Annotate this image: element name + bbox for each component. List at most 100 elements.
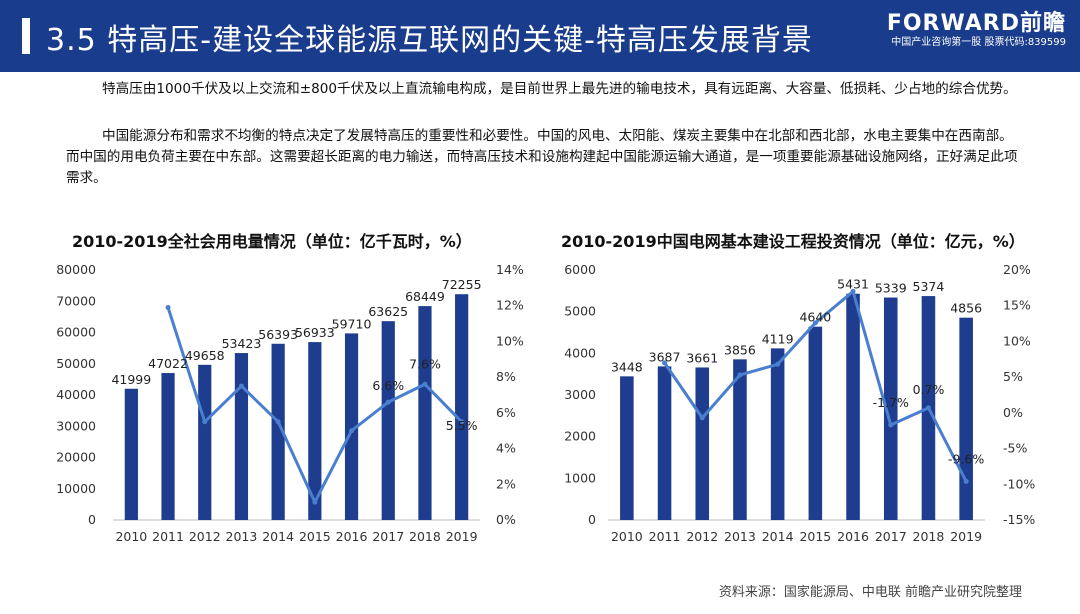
chart-2-x-tick-label: 2010 — [611, 529, 643, 544]
chart-1-bar-value-label: 63625 — [368, 304, 408, 319]
chart-1-bar — [198, 364, 212, 520]
chart-1-left-tick-label: 10000 — [56, 481, 96, 496]
chart-1-left-tick-label: 80000 — [56, 262, 96, 277]
chart-1-right-tick-label: 6% — [496, 405, 516, 420]
chart-1-right-tick-label: 10% — [496, 333, 524, 348]
chart-1-right-tick-label: 2% — [496, 476, 516, 491]
chart-2-right-tick-label: 10% — [1003, 333, 1031, 348]
chart-2-growth-value-label: -1.7% — [873, 395, 909, 410]
chart-1-growth-point — [459, 419, 465, 425]
chart-1-bar — [455, 294, 469, 520]
chart-1-x-tick-label: 2012 — [189, 529, 221, 544]
chart-1-x-tick-label: 2013 — [226, 529, 258, 544]
chart-2-bar-value-label: 4640 — [799, 310, 831, 325]
chart-2-x-tick-label: 2017 — [875, 529, 907, 544]
chart-1-right-tick-label: 14% — [496, 262, 524, 277]
chart-2-bar-value-label: 5374 — [913, 279, 945, 294]
chart-2-right-tick-label: 5% — [1003, 369, 1023, 384]
chart-2-bar — [620, 376, 634, 520]
chart-2-x-tick-label: 2011 — [649, 529, 681, 544]
chart-2-bar-value-label: 3687 — [649, 349, 681, 364]
chart-1-bar-value-label: 47022 — [148, 356, 188, 371]
chart-2-bar-value-label: 5431 — [837, 277, 869, 292]
chart-1-growth-point — [165, 305, 171, 310]
chart-2-x-tick-label: 2012 — [686, 529, 718, 544]
chart-1-left-tick-label: 40000 — [56, 387, 96, 402]
chart-2-growth-value-label: -9.6% — [948, 451, 984, 466]
chart-2-right-tick-label: 15% — [1003, 298, 1031, 313]
chart-2-x-tick-label: 2014 — [762, 529, 794, 544]
chart-1-bar — [234, 353, 249, 520]
chart-1-bar-value-label: 41999 — [111, 372, 151, 387]
chart-1-left-tick-label: 30000 — [56, 418, 96, 433]
chart-2-bar — [657, 366, 672, 520]
header-accent-bar — [22, 18, 30, 54]
chart-2-bar — [883, 297, 898, 520]
chart-2-x-tick-label: 2019 — [950, 529, 982, 544]
header-banner: 3.5 特高压-建设全球能源互联网的关键-特高压发展背景 FORWARD前瞻 中… — [0, 0, 1080, 72]
chart-2-left-tick-label: 2000 — [564, 429, 596, 444]
page-title: 3.5 特高压-建设全球能源互联网的关键-特高压发展背景 — [46, 23, 813, 58]
chart-2-growth-point — [775, 361, 781, 367]
chart-2-bar-value-label: 5339 — [875, 281, 907, 296]
chart-1-growth-point — [422, 381, 428, 387]
chart-1-right-tick-label: 0% — [496, 512, 516, 527]
chart-1-bar — [271, 343, 285, 520]
chart-2-right-tick-label: -5% — [1003, 441, 1027, 456]
chart-1-bar-value-label: 59710 — [332, 316, 372, 331]
chart-1-bar-value-label: 72255 — [442, 277, 482, 292]
chart-2-x-tick-label: 2018 — [913, 529, 945, 544]
chart-1-x-tick-label: 2019 — [446, 529, 478, 544]
chart-2-growth-point — [737, 372, 743, 378]
chart-2-bar — [770, 348, 785, 520]
chart-1-x-tick-label: 2017 — [372, 529, 404, 544]
chart-2-bar — [695, 367, 710, 520]
chart-1-bar-value-label: 56933 — [295, 325, 335, 340]
chart-1-growth-value-label: 6.6% — [372, 378, 404, 393]
chart-2-bar-value-label: 4119 — [762, 331, 794, 346]
chart-2-left-tick-label: 4000 — [564, 345, 596, 360]
intro-paragraph-2: 中国能源分布和需求不均衡的特点决定了发展特高压的重要性和必要性。中国的风电、太阳… — [66, 128, 1018, 186]
chart-2-growth-point — [888, 422, 894, 428]
chart-1-bar — [344, 333, 359, 520]
chart-2-bar-value-label: 3448 — [611, 359, 643, 374]
chart-1-x-tick-label: 2011 — [152, 529, 184, 544]
chart-2-growth-point — [662, 360, 668, 366]
chart-1-left-tick-label: 20000 — [56, 450, 96, 465]
chart-2-growth-value-label: 0.7% — [913, 382, 945, 397]
chart-1-bar — [124, 388, 138, 520]
chart-1-right-tick-label: 8% — [496, 369, 516, 384]
chart-1-bar-value-label: 56393 — [258, 327, 298, 342]
chart-1-bar-value-label: 68449 — [405, 289, 445, 304]
chart-2-x-tick-label: 2015 — [799, 529, 831, 544]
chart-1-growth-point — [275, 419, 281, 425]
chart-2-left-tick-label: 0 — [588, 512, 596, 527]
chart-1-bar — [418, 306, 432, 520]
chart-1-left-tick-label: 0 — [88, 512, 96, 527]
chart-2-right-tick-label: -10% — [1003, 476, 1035, 491]
chart-2-bar — [959, 317, 973, 520]
chart-1-left-tick-label: 60000 — [56, 325, 96, 340]
chart-1-growth-point — [385, 399, 391, 405]
chart-1-right-tick-label: 12% — [496, 298, 524, 313]
chart-1-bar — [308, 342, 322, 520]
chart-1-x-tick-label: 2016 — [336, 529, 368, 544]
chart-1-growth-point — [238, 383, 244, 389]
chart-2-x-tick-label: 2013 — [724, 529, 756, 544]
chart-1-left-tick-label: 70000 — [56, 293, 96, 308]
chart-1-growth-point — [349, 428, 355, 434]
chart-1-bar-value-label: 53423 — [222, 336, 262, 351]
intro-paragraph-1: 特高压由1000千伏及以上交流和±800千伏及以上直流输电构成，是目前世界上最先… — [102, 81, 1017, 97]
chart-2-title: 2010-2019中国电网基本建设工程投资情况（单位：亿元，%） — [561, 232, 1025, 251]
chart-2-growth-point — [963, 478, 969, 484]
chart-2-growth-point — [699, 415, 705, 421]
chart-2-bar — [846, 293, 860, 520]
chart-1-growth-point — [202, 419, 208, 425]
chart-2-bar-value-label: 4856 — [950, 301, 982, 316]
chart-2-growth-point — [850, 288, 856, 294]
chart-2-bar-value-label: 3856 — [724, 342, 756, 357]
chart-2-growth-point — [812, 320, 818, 326]
chart-2-right-tick-label: 20% — [1003, 262, 1031, 277]
chart-1-x-tick-label: 2015 — [299, 529, 331, 544]
